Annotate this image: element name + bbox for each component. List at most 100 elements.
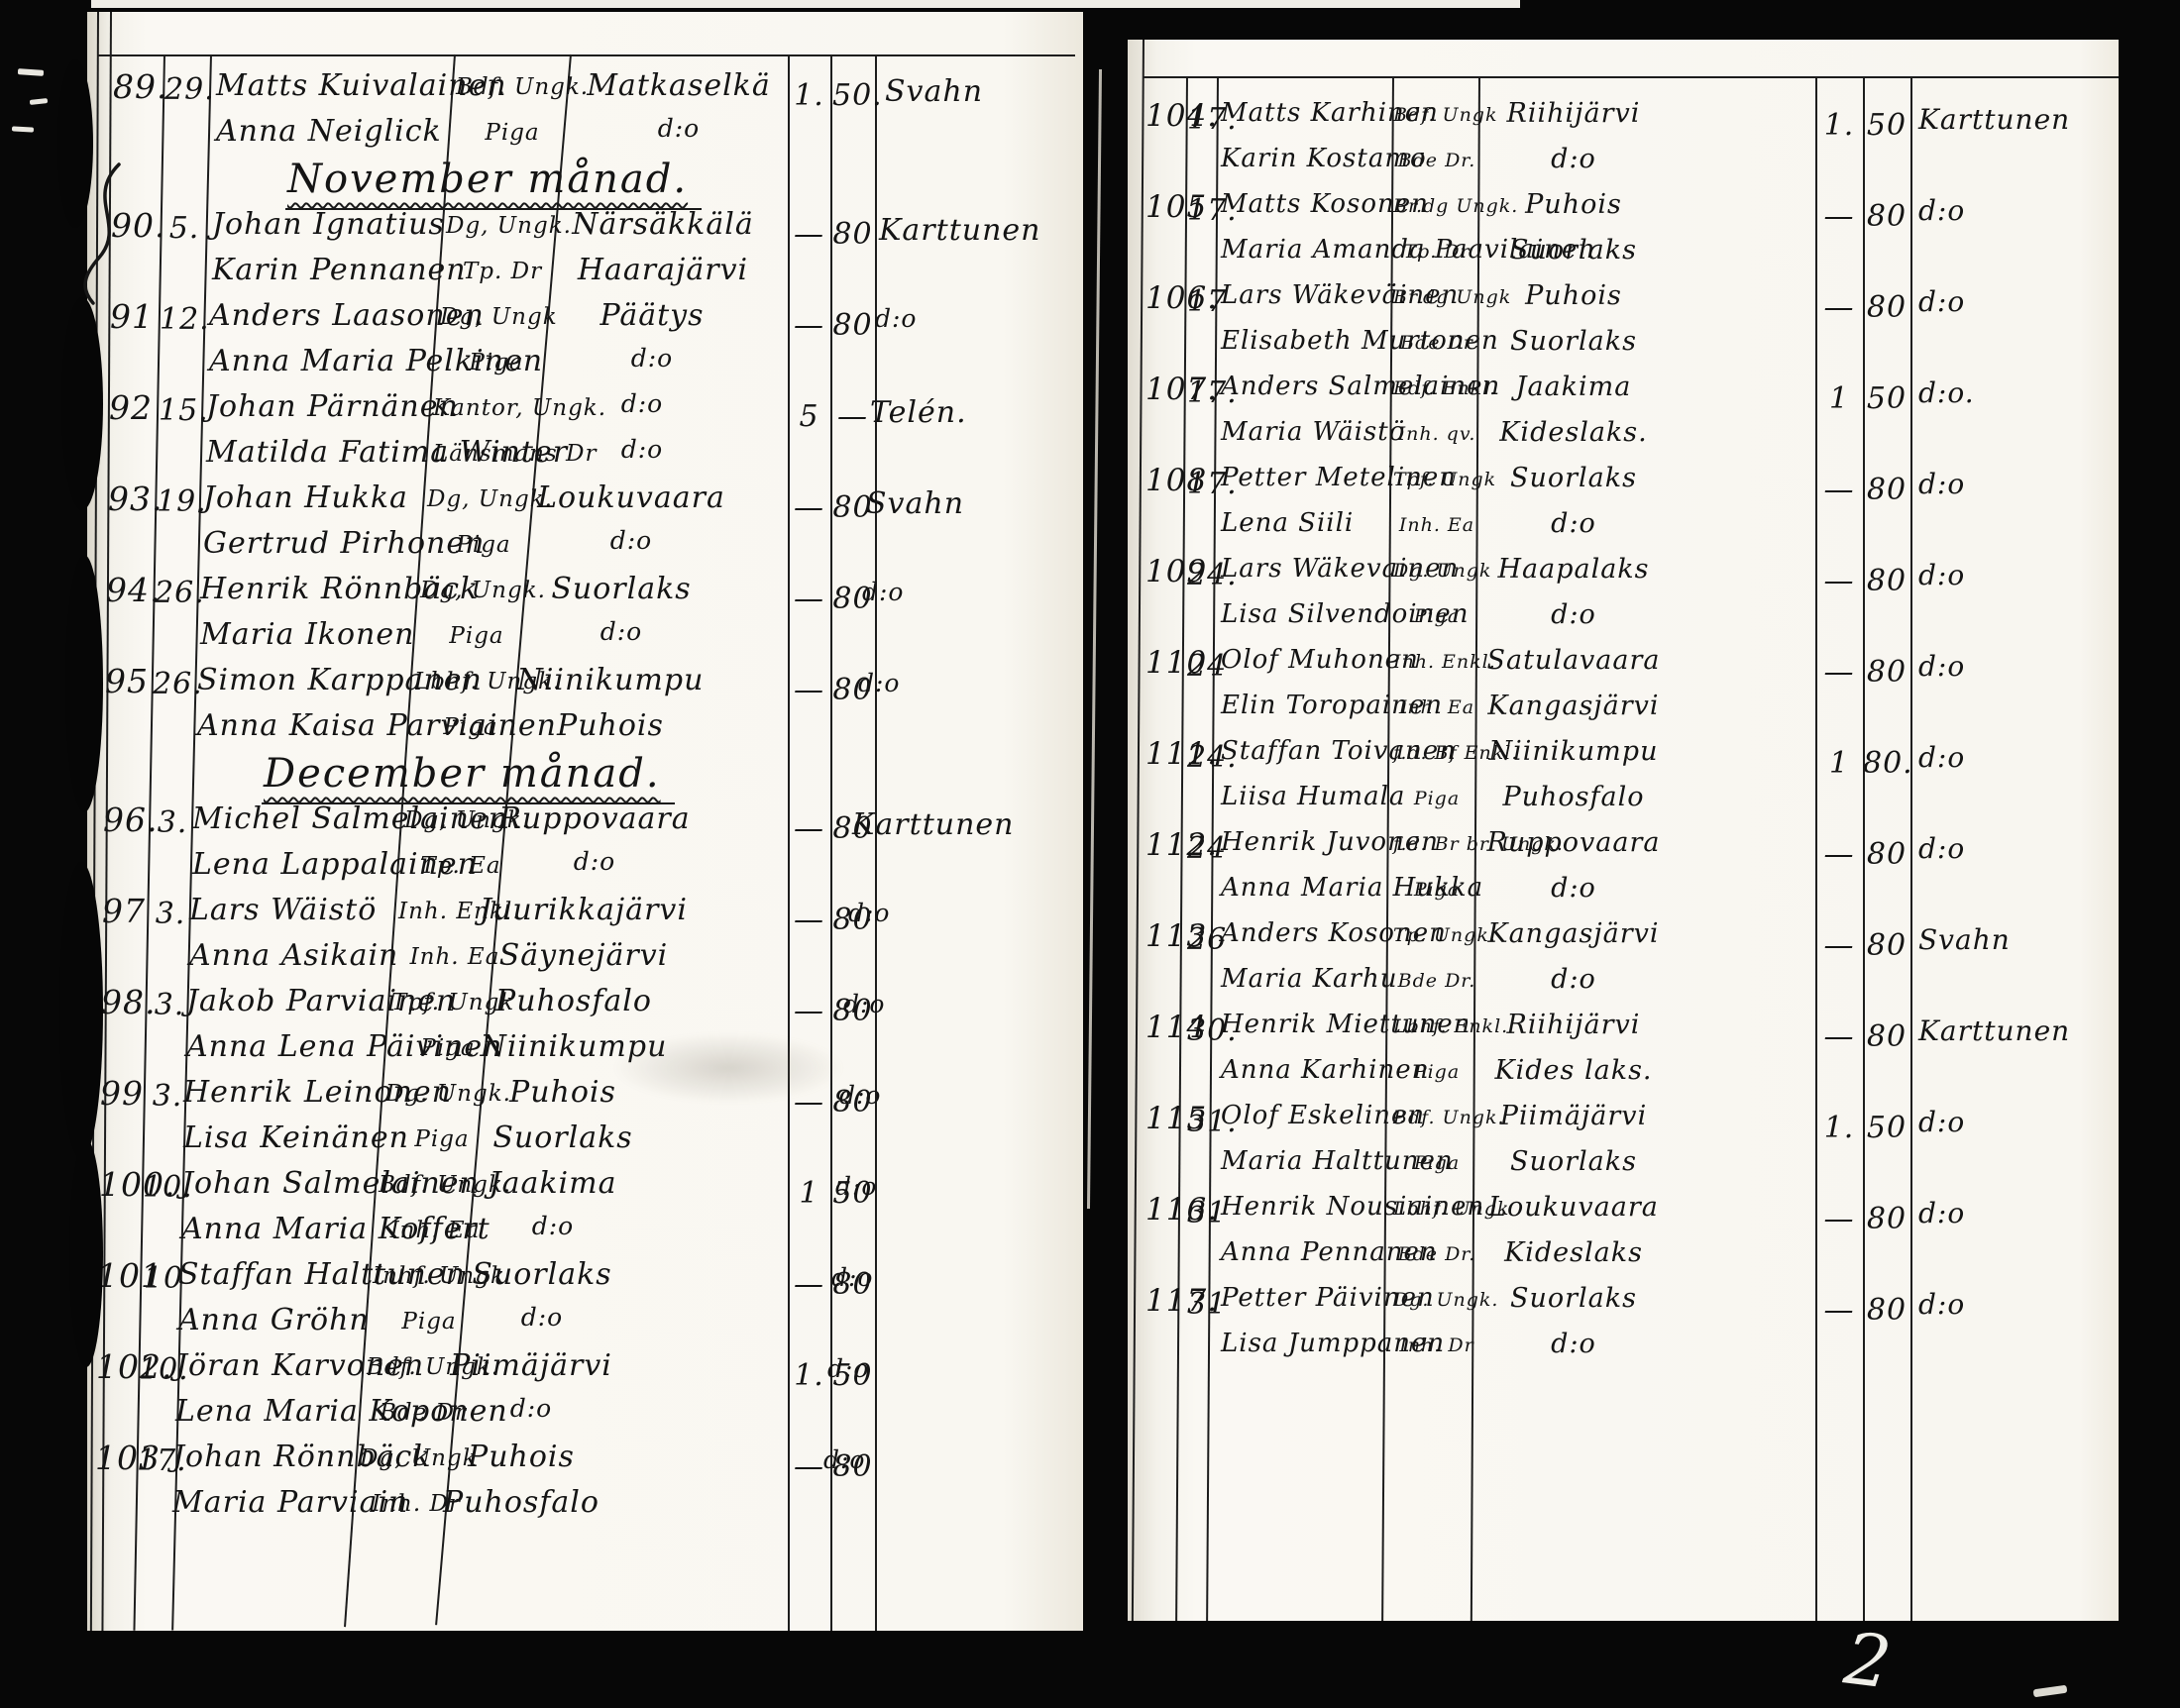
bride-name: Maria Amanda Paavilainen [1221, 235, 1596, 265]
margin-flourish-icon [83, 162, 121, 305]
bride-name: Maria Karhu [1221, 964, 1398, 994]
groom-name: Staffan Toivanen [1221, 736, 1457, 766]
record-day: 31 [1187, 1287, 1228, 1322]
bride-name: Maria Halttunen [1221, 1146, 1454, 1176]
groom-name: Lars Wäistö [189, 893, 378, 927]
fee-col2: — [837, 399, 868, 434]
groom-name: Matts Kuivalainen [216, 68, 507, 103]
groom-name: Anders Laasonen [209, 298, 485, 333]
bride-title: Länsmans Dr [433, 441, 598, 467]
fee-col2: 80 [1866, 564, 1908, 598]
bride-place: d:o [620, 435, 664, 464]
fee-col1: — [794, 1267, 824, 1302]
fee-col2: 50 [1866, 1111, 1908, 1145]
record-number: 91 [110, 297, 154, 336]
officiant-name: Svahn [866, 486, 965, 521]
record-number: 93. [108, 480, 164, 518]
record-row: 105 17. Matts Kosonen Maria Amanda Paavilai… [1128, 188, 2119, 279]
record-number: 90. [111, 206, 166, 245]
bride-name: Anna Maria Pelkinen [209, 344, 544, 378]
record-row: 99 3. Henrik Leinonen Lisa Keinänen Dg. Ungk… [87, 1074, 1083, 1165]
bride-title: Piga [1413, 1061, 1461, 1083]
groom-place: Kangasjärvi [1487, 918, 1660, 949]
record-number: 114 [1145, 1010, 1208, 1045]
fee-col1: 1. [794, 78, 824, 113]
record-number: 95 [105, 662, 149, 700]
record-row: 112. 24 Henrik Juvonen Anna Maria Hukka f.d.… [1128, 826, 2119, 917]
ledger-page-right: 104. 17. Matts Karhinen Karin Kostamo Bdf. U… [1128, 39, 2119, 1621]
fee-col2: 80 [832, 1267, 873, 1302]
bride-name: Elin Toropainen [1221, 691, 1444, 720]
bride-place: d:o [520, 1303, 564, 1332]
officiant-name: d:o [1918, 741, 1966, 774]
bride-place: Kides laks. [1494, 1055, 1653, 1086]
record-day: 19. [157, 484, 207, 519]
bride-place: d:o [657, 114, 701, 143]
record-number: 89. [113, 67, 168, 106]
bride-place: d:o [573, 847, 616, 876]
bride-place: d:o [1551, 599, 1596, 630]
record-day: 5. [168, 211, 200, 246]
bride-place: d:o [609, 526, 653, 555]
bride-place: Puhosfalo [443, 1485, 600, 1520]
officiant-name: d:o [1918, 1106, 1966, 1138]
bride-name: Anna Kaisa Parviainen [197, 708, 557, 743]
fee-col1: 1. [794, 1358, 824, 1393]
bride-title: Piga [456, 532, 511, 558]
record-day: 17 [1187, 284, 1228, 319]
bride-title: Inh. Ea [1398, 514, 1475, 536]
groom-name: Lars Wäkeväinen [1221, 280, 1460, 310]
officiant-name: Svahn [885, 74, 984, 109]
bride-place: Haarajärvi [577, 253, 749, 287]
groom-place: Satulavaara [1486, 645, 1661, 676]
table-top-rule [1143, 76, 2119, 78]
bride-title: Inh. Dr [1399, 1334, 1474, 1356]
gutter-highlight [1086, 69, 1103, 1209]
scan-artifact [2032, 1684, 2068, 1698]
record-number: 100. [99, 1165, 176, 1204]
groom-name: Lars Wäkevainen [1221, 554, 1460, 584]
record-row: 107. 17. Anders Salmelainen Maria Wäistö Bdf… [1128, 371, 2119, 462]
bride-title: Piga [1413, 879, 1461, 901]
bride-name: Lena Siili [1221, 508, 1355, 538]
record-day: 17. [137, 1443, 187, 1478]
groom-name: Anders Salmelainen [1221, 372, 1501, 401]
fee-col1: — [794, 217, 824, 252]
record-row: 103 17. Johan Rönnbäck Maria Parviain Dg, Un… [87, 1439, 1083, 1530]
bride-name: Lisa Silvendoinen [1221, 599, 1470, 629]
bride-name: Anna Maria Hukka [1221, 873, 1484, 903]
scan-artifact [11, 126, 35, 133]
bride-title: Inh. Dr [372, 1491, 461, 1517]
officiant-name: d:o [839, 1081, 882, 1110]
bride-name: Anna Asikain [189, 938, 399, 973]
groom-name: Henrik Leinonen [183, 1075, 452, 1110]
record-row: 91 12. Anders Laasonen Anna Maria Pelkinen D… [87, 297, 1083, 388]
officiant-name: d:o [848, 899, 891, 927]
record-day: 24. [1187, 740, 1238, 775]
record-row: 113 26 Anders Kosonen Maria Karhu Tp. Ungk. B… [1128, 917, 2119, 1009]
fee-col2: 50. [832, 78, 883, 113]
groom-title: Br.dg Ungk. [1393, 195, 1519, 217]
record-row: 90. 5. Johan Ignatius Karin Pennanen Dg, Ung… [87, 206, 1083, 297]
officiant-name: Karttunen [852, 807, 1015, 842]
bride-title: Inh. qv. [1397, 423, 1476, 445]
groom-place: Suorlaks [1510, 1283, 1637, 1314]
record-day: 30. [1187, 1014, 1238, 1048]
fee-col2: 80 [832, 217, 873, 252]
bride-title: Bde Dr. [1397, 970, 1476, 992]
groom-title: Tpf. Ungk [391, 990, 515, 1015]
groom-title: Bdf. Ungk. [379, 1172, 512, 1198]
groom-title: Dg. Ungk. [385, 1081, 511, 1107]
record-day: 17. [1187, 467, 1238, 501]
record-number: 113 [1145, 918, 1208, 954]
groom-place: Jaakima [489, 1166, 617, 1201]
groom-place: Närsäkkälä [572, 207, 754, 242]
groom-title: Bdf. Ungk. [367, 1354, 500, 1380]
records-right: 104. 17. Matts Karhinen Karin Kostamo Bdf. U… [1128, 97, 2119, 1373]
fee-col2: 50 [1866, 381, 1908, 416]
record-row: 97 3. Lars Wäistö Anna Asikain Inh. Enkl. Inh… [87, 892, 1083, 983]
groom-title: Inh. Enkl. [1393, 651, 1496, 673]
groom-place: Piimäjärvi [450, 1348, 612, 1383]
record-row: 104. 17. Matts Karhinen Karin Kostamo Bdf. U… [1128, 97, 2119, 188]
bride-name: Lisa Keinänen [183, 1121, 409, 1155]
